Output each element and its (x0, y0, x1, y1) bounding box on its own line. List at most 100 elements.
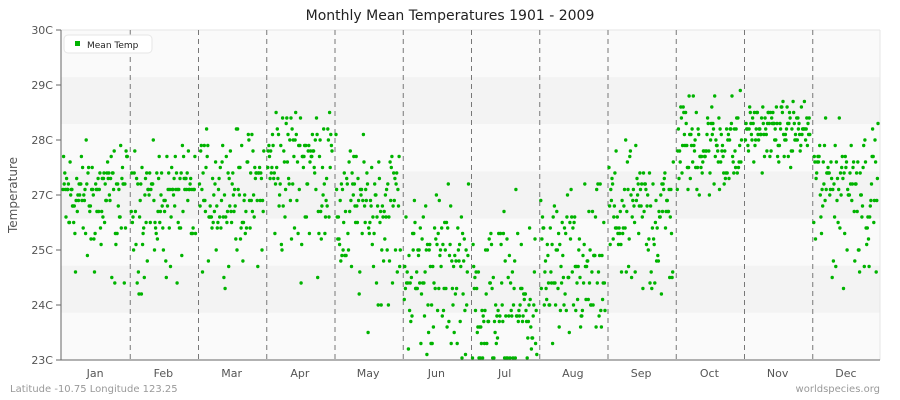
data-point (417, 248, 421, 252)
data-point (635, 193, 640, 197)
data-point (498, 231, 503, 236)
data-point (705, 132, 709, 137)
data-point (313, 171, 317, 175)
data-point (329, 132, 333, 137)
data-point (838, 171, 843, 175)
data-point (501, 319, 505, 324)
data-point (851, 165, 855, 170)
data-point (384, 215, 388, 219)
data-point (840, 154, 844, 159)
data-point (458, 319, 462, 324)
data-point (755, 110, 760, 115)
data-point (246, 160, 250, 164)
data-point (874, 270, 878, 274)
data-point (463, 352, 468, 357)
data-point (285, 160, 290, 164)
data-point (522, 297, 526, 302)
data-point (862, 143, 866, 148)
y-tick-label: 24C (31, 299, 53, 312)
data-point (238, 237, 243, 241)
legend-marker-icon (75, 41, 80, 46)
data-point (646, 248, 650, 252)
data-point (433, 286, 437, 291)
data-point (423, 270, 427, 274)
data-point (802, 99, 807, 104)
data-point (576, 264, 580, 269)
data-point (478, 356, 482, 360)
data-point (80, 165, 85, 170)
data-point (584, 264, 589, 269)
data-point (677, 176, 681, 181)
data-point (533, 237, 537, 241)
data-point (418, 226, 422, 230)
data-point (96, 176, 100, 181)
data-point (521, 314, 525, 318)
background-band (61, 218, 880, 266)
source-link[interactable]: worldspecies.org (795, 384, 880, 395)
data-point (867, 264, 871, 269)
data-point (155, 237, 160, 241)
data-point (291, 182, 295, 186)
data-point (775, 121, 779, 126)
data-point (244, 209, 248, 214)
data-point (338, 198, 342, 203)
data-point (594, 325, 598, 329)
data-point (199, 143, 203, 148)
data-point (342, 220, 346, 225)
data-point (403, 264, 407, 269)
data-point (440, 314, 444, 318)
data-point (491, 275, 495, 280)
data-point (446, 226, 450, 230)
data-point (227, 176, 231, 181)
data-point (167, 171, 171, 175)
data-point (611, 237, 615, 241)
data-point (865, 226, 869, 230)
data-point (720, 143, 725, 148)
data-point (205, 154, 209, 159)
data-point (225, 220, 229, 225)
data-point (199, 149, 203, 153)
data-point (178, 176, 182, 181)
data-point (768, 154, 772, 159)
data-point (374, 193, 378, 197)
data-point (165, 154, 169, 159)
data-point (118, 215, 122, 219)
data-point (662, 187, 666, 192)
data-point (813, 160, 817, 164)
data-point (365, 182, 370, 186)
data-point (361, 198, 365, 203)
data-point (505, 237, 509, 241)
data-point (356, 198, 361, 203)
y-tick-label: 25C (31, 244, 53, 257)
data-point (312, 165, 316, 170)
data-point (619, 270, 624, 274)
data-point (784, 138, 788, 142)
data-point (830, 275, 834, 280)
data-point (778, 127, 783, 131)
data-point (267, 143, 271, 148)
data-point (527, 226, 532, 230)
data-point (586, 297, 590, 302)
data-point (267, 154, 272, 159)
data-point (273, 231, 277, 236)
data-point (406, 281, 410, 285)
data-point (482, 341, 487, 346)
data-point (178, 226, 183, 230)
data-point (285, 116, 289, 120)
data-point (488, 281, 492, 285)
data-point (764, 132, 768, 137)
data-point (497, 319, 501, 324)
data-point (725, 171, 729, 175)
data-point (853, 259, 857, 263)
data-point (739, 160, 743, 164)
data-point (711, 127, 716, 131)
data-point (97, 209, 101, 214)
data-point (273, 182, 278, 186)
data-point (242, 198, 246, 203)
data-point (395, 171, 399, 175)
data-point (842, 171, 846, 175)
data-point (774, 138, 778, 142)
data-point (797, 121, 801, 126)
data-point (763, 116, 767, 120)
data-point (799, 105, 804, 109)
